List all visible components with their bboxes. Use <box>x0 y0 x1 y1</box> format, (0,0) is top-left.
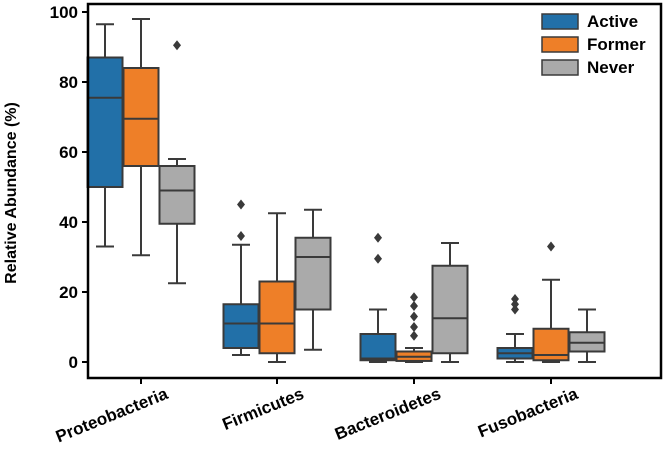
outlier-point <box>511 299 519 310</box>
outlier-point <box>410 292 418 303</box>
outlier-point <box>410 311 418 322</box>
box-active-bacteroidetes <box>359 232 397 363</box>
y-tick-label: 20 <box>59 283 78 302</box>
x-tick-label: Fusobacteria <box>475 384 581 441</box>
legend-swatch-active <box>541 13 579 30</box>
box-active-firmicutes <box>222 199 260 356</box>
outlier-point <box>374 232 382 243</box>
box-iqr <box>294 236 332 311</box>
outlier-point <box>410 330 418 341</box>
box-never-proteobacteria <box>158 40 196 285</box>
box-former-bacteroidetes <box>395 292 433 363</box>
legend-swatch-former <box>541 36 579 53</box>
box-active-fusobacteria <box>496 294 534 363</box>
box-active-proteobacteria <box>86 23 124 248</box>
box-never-firmicutes <box>294 208 332 351</box>
outlier-point <box>511 294 519 304</box>
y-tick-label: 40 <box>59 213 78 232</box>
plot-area <box>86 18 606 363</box>
box-iqr <box>158 165 196 225</box>
plot-frame <box>86 2 663 380</box>
outlier-point <box>173 40 181 51</box>
box-never-fusobacteria <box>568 308 606 363</box>
box-former-proteobacteria <box>122 18 160 257</box>
x-tick-label: Proteobacteria <box>53 384 171 446</box>
box-iqr <box>359 333 397 362</box>
box-former-fusobacteria <box>532 241 570 363</box>
legend-label-never: Never <box>587 58 635 77</box>
outlier-point <box>374 253 382 264</box>
x-axis: Proteobacteria Firmicutes Bacteroidetes Fus… <box>53 378 581 446</box>
y-axis-title: Relative Abundance (%) <box>3 102 20 284</box>
x-tick-label: Bacteroidetes <box>332 384 443 444</box>
x-tick-label: Firmicutes <box>220 384 307 434</box>
legend-label-active: Active <box>587 12 638 31</box>
y-tick-label: 100 <box>50 3 78 22</box>
y-axis: 0 20 40 60 80 100 <box>50 3 88 372</box>
outlier-point <box>410 301 418 311</box>
outlier-point <box>511 304 519 315</box>
box-never-bacteroidetes <box>431 242 469 363</box>
legend-swatch-never <box>541 59 579 76</box>
outlier-point <box>237 231 245 241</box>
box-iqr <box>86 56 124 188</box>
outlier-point <box>410 322 418 332</box>
box-iqr <box>258 280 296 355</box>
box-iqr <box>122 67 160 167</box>
legend: Active Former Never <box>541 12 646 77</box>
outlier-point <box>547 241 555 252</box>
outlier-point <box>237 199 245 210</box>
y-tick-label: 80 <box>59 73 78 92</box>
y-tick-label: 60 <box>59 143 78 162</box>
box-former-firmicutes <box>258 212 296 363</box>
legend-label-former: Former <box>587 35 646 54</box>
y-tick-label: 0 <box>69 353 78 372</box>
box-iqr <box>222 303 260 349</box>
box-iqr <box>431 264 469 355</box>
